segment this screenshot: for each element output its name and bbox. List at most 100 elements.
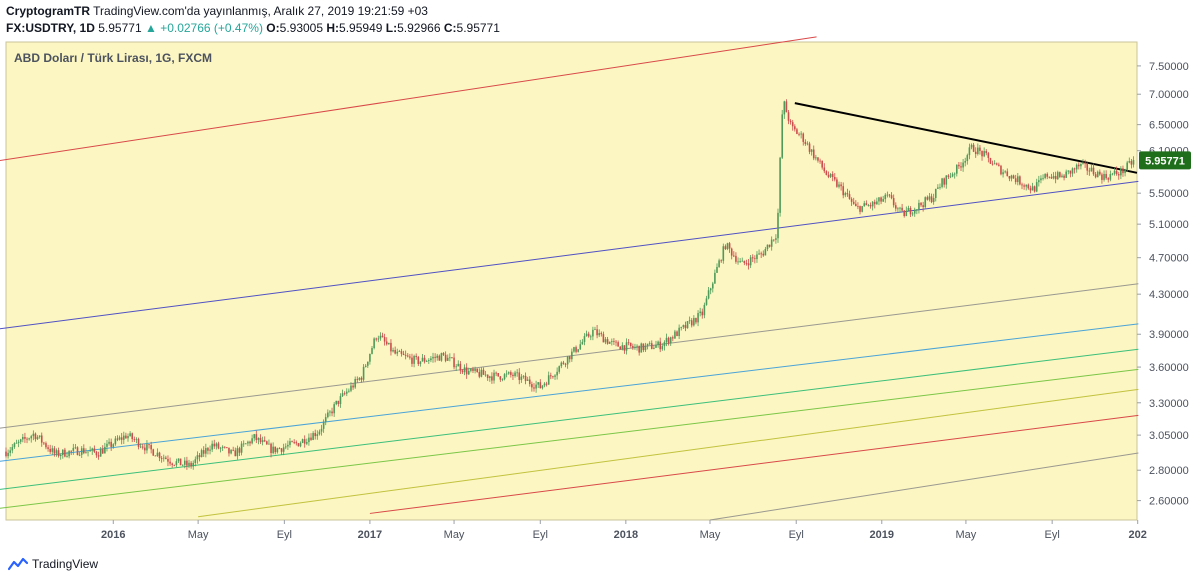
- candle: [1052, 172, 1055, 180]
- candle: [1090, 164, 1093, 172]
- x-tick-label: May: [188, 529, 209, 541]
- candle: [1101, 172, 1103, 184]
- candle: [400, 348, 403, 357]
- candle: [760, 251, 762, 259]
- candle: [661, 343, 664, 351]
- candle: [756, 251, 758, 263]
- candle: [726, 242, 729, 251]
- candle: [80, 446, 83, 458]
- candle: [339, 393, 342, 408]
- candle: [585, 330, 588, 337]
- trend-line-8: [709, 452, 1139, 521]
- candle: [350, 382, 352, 393]
- candle: [526, 376, 529, 381]
- candle: [154, 455, 157, 457]
- candle: [672, 335, 674, 342]
- x-tick-label: May: [956, 529, 977, 541]
- candle: [995, 162, 998, 166]
- candle: [1014, 174, 1017, 185]
- high-value: 5.95949: [339, 21, 383, 35]
- candle: [819, 158, 821, 164]
- candle: [463, 364, 466, 376]
- candle: [918, 199, 920, 214]
- candle: [796, 127, 798, 135]
- candle: [472, 366, 474, 374]
- candle: [568, 355, 571, 363]
- candle: [217, 441, 220, 450]
- candle: [596, 325, 598, 339]
- candle: [9, 447, 12, 457]
- candle: [762, 250, 765, 257]
- candle: [541, 385, 544, 390]
- candle: [754, 255, 756, 264]
- candle: [388, 342, 390, 345]
- candle: [1012, 174, 1015, 179]
- candle: [209, 445, 211, 455]
- candle: [993, 160, 996, 165]
- candle: [636, 344, 638, 351]
- candle: [905, 206, 908, 217]
- candle: [724, 244, 727, 250]
- candle: [941, 177, 943, 189]
- candle: [1008, 175, 1011, 182]
- candle: [684, 321, 687, 332]
- candle: [920, 201, 922, 207]
- candle: [45, 441, 47, 450]
- candle: [928, 192, 931, 202]
- candle: [310, 433, 312, 441]
- candle: [137, 437, 140, 450]
- candle: [749, 254, 752, 269]
- candle: [972, 142, 975, 153]
- x-tick-label: 2018: [614, 529, 638, 541]
- candle: [85, 448, 87, 454]
- candle: [779, 156, 781, 217]
- candle: [129, 431, 131, 437]
- candle: [348, 388, 350, 393]
- candle: [83, 444, 85, 455]
- candle: [539, 379, 542, 389]
- candle: [1096, 170, 1099, 178]
- candle: [716, 263, 718, 273]
- candle: [122, 431, 125, 445]
- candle: [125, 432, 127, 439]
- candle: [1092, 163, 1095, 176]
- candle: [436, 353, 439, 361]
- candle: [562, 360, 565, 365]
- candle: [861, 206, 863, 213]
- candle: [1120, 166, 1122, 180]
- candle: [7, 449, 9, 459]
- candle: [373, 337, 375, 350]
- candle: [859, 205, 861, 215]
- candle: [951, 172, 954, 178]
- x-tick-label: 2017: [358, 529, 382, 541]
- candle: [457, 360, 460, 367]
- candle: [758, 249, 760, 255]
- candle: [922, 201, 924, 212]
- candle: [638, 345, 640, 356]
- header-line-1: CryptogramTR TradingView.com'da yayınlan…: [6, 4, 428, 18]
- x-tick-label: Eyl: [533, 529, 548, 541]
- candle: [36, 435, 39, 440]
- candle: [144, 444, 146, 455]
- candle: [240, 441, 243, 456]
- candle: [571, 348, 573, 362]
- candle: [70, 450, 73, 456]
- candle: [1010, 174, 1013, 182]
- candle: [99, 447, 102, 457]
- candle: [409, 353, 411, 360]
- candle: [880, 196, 882, 205]
- candle: [648, 341, 651, 346]
- candle: [156, 448, 159, 457]
- candle: [537, 381, 539, 389]
- candle: [827, 171, 830, 179]
- candle: [274, 446, 277, 455]
- y-tick-label: 3.05000: [1149, 430, 1189, 442]
- candle: [701, 308, 704, 319]
- high-label: H:: [326, 21, 340, 35]
- candle: [581, 339, 584, 345]
- candle: [547, 371, 550, 385]
- trend-line-1: [0, 180, 1139, 330]
- candle: [646, 343, 649, 350]
- candle: [989, 157, 992, 165]
